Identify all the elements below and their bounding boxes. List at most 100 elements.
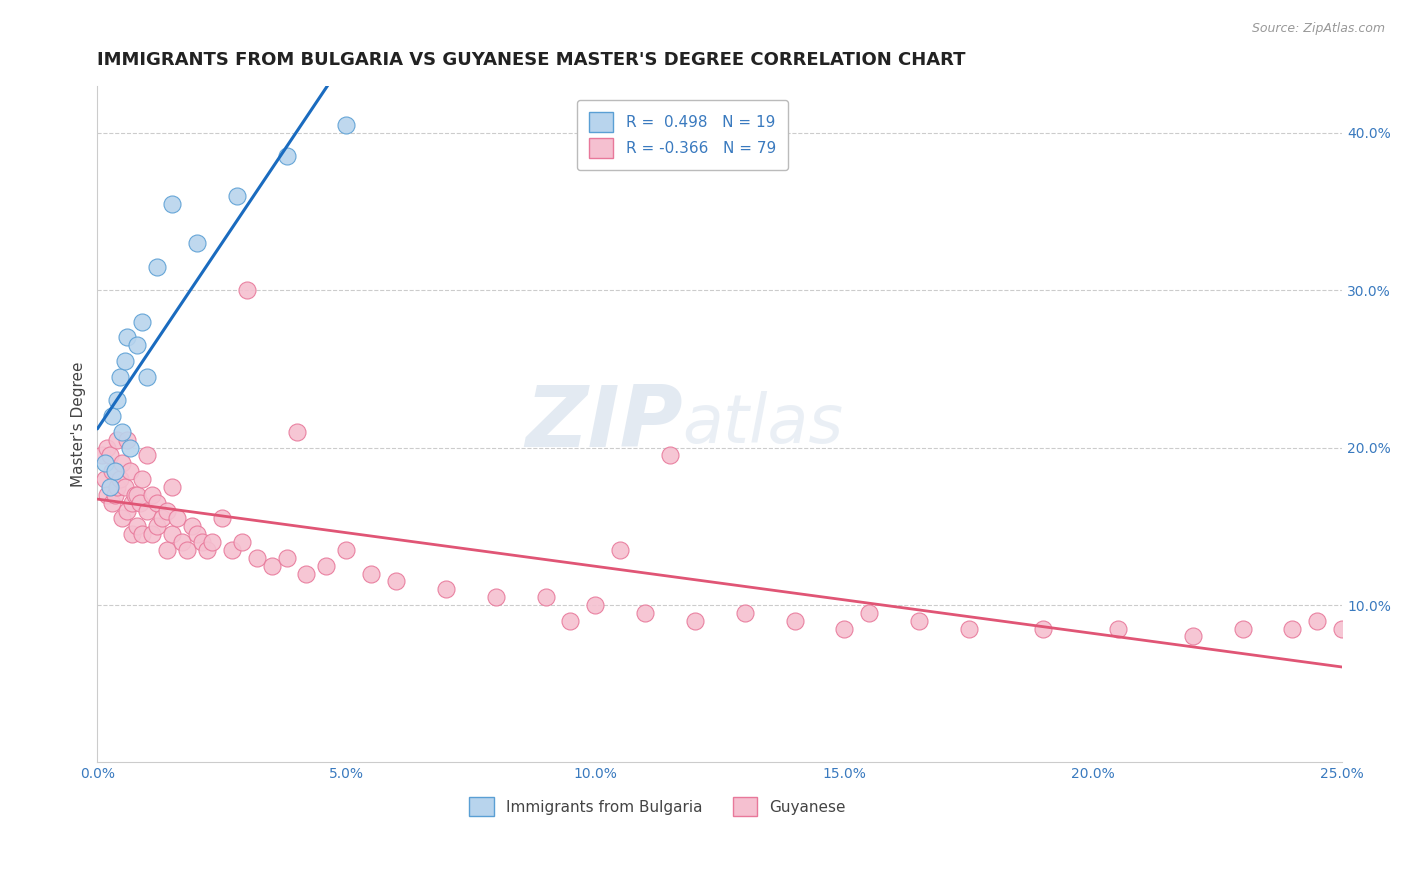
Point [128, 496, 150, 510]
Point [124, 488, 146, 502]
Point [315, 558, 337, 573]
Point [160, 196, 183, 211]
Text: Source: ZipAtlas.com: Source: ZipAtlas.com [1251, 22, 1385, 36]
Point [146, 519, 169, 533]
Point [91, 449, 114, 463]
Text: ZIP: ZIP [524, 383, 682, 466]
Point [1107, 622, 1129, 636]
Point [195, 542, 218, 557]
Point [1181, 630, 1204, 644]
Point [104, 464, 127, 478]
Point [131, 527, 153, 541]
Point [115, 330, 138, 344]
Point [108, 472, 131, 486]
Point [360, 566, 382, 581]
Point [276, 550, 298, 565]
Point [111, 511, 134, 525]
Point [127, 519, 149, 533]
Point [105, 433, 128, 447]
Point [534, 590, 557, 604]
Point [136, 449, 159, 463]
Point [94, 472, 117, 486]
Point [146, 260, 169, 274]
Point [118, 464, 141, 478]
Point [609, 542, 631, 557]
Point [221, 542, 243, 557]
Point [98, 449, 121, 463]
Point [181, 519, 204, 533]
Point [957, 622, 980, 636]
Point [160, 480, 183, 494]
Point [434, 582, 457, 597]
Point [166, 511, 188, 525]
Point [114, 354, 136, 368]
Point [160, 527, 183, 541]
Point [176, 542, 198, 557]
Point [170, 535, 193, 549]
Point [560, 614, 582, 628]
Point [734, 606, 756, 620]
Point [136, 369, 159, 384]
Point [141, 527, 163, 541]
Point [683, 614, 706, 628]
Point [186, 527, 208, 541]
Y-axis label: Master's Degree: Master's Degree [72, 361, 86, 487]
Point [1232, 622, 1254, 636]
Point [118, 441, 141, 455]
Point [225, 188, 247, 202]
Point [832, 622, 855, 636]
Point [141, 488, 163, 502]
Point [114, 480, 136, 494]
Point [127, 338, 149, 352]
Point [121, 527, 143, 541]
Point [335, 542, 357, 557]
Point [260, 558, 283, 573]
Point [385, 574, 408, 589]
Point [191, 535, 214, 549]
Point [908, 614, 931, 628]
Point [101, 496, 124, 510]
Point [136, 503, 159, 517]
Point [285, 425, 308, 439]
Point [1281, 622, 1303, 636]
Point [115, 433, 138, 447]
Point [98, 480, 121, 494]
Point [231, 535, 253, 549]
Point [276, 149, 298, 163]
Point [111, 425, 134, 439]
Point [127, 488, 149, 502]
Point [101, 464, 124, 478]
Point [101, 409, 124, 423]
Point [96, 441, 118, 455]
Point [121, 496, 143, 510]
Point [659, 449, 682, 463]
Legend: Immigrants from Bulgaria, Guyanese: Immigrants from Bulgaria, Guyanese [463, 790, 852, 822]
Point [105, 393, 128, 408]
Point [858, 606, 880, 620]
Point [146, 496, 169, 510]
Point [235, 283, 257, 297]
Text: IMMIGRANTS FROM BULGARIA VS GUYANESE MASTER'S DEGREE CORRELATION CHART: IMMIGRANTS FROM BULGARIA VS GUYANESE MAS… [97, 51, 966, 69]
Point [94, 456, 117, 470]
Point [104, 488, 127, 502]
Point [108, 369, 131, 384]
Point [1306, 614, 1329, 628]
Point [131, 315, 153, 329]
Point [131, 472, 153, 486]
Point [201, 535, 224, 549]
Point [150, 511, 173, 525]
Point [111, 456, 134, 470]
Point [156, 542, 179, 557]
Point [105, 480, 128, 494]
Point [156, 503, 179, 517]
Point [96, 488, 118, 502]
Point [1331, 622, 1354, 636]
Point [335, 118, 357, 132]
Point [634, 606, 657, 620]
Point [485, 590, 508, 604]
Point [583, 598, 606, 612]
Point [295, 566, 318, 581]
Point [186, 235, 208, 250]
Point [783, 614, 806, 628]
Point [115, 503, 138, 517]
